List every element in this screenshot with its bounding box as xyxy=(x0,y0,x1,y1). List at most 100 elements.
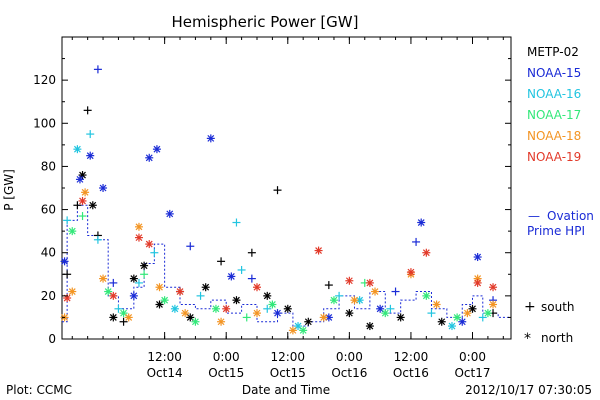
data-point-north xyxy=(288,326,297,335)
ovation-legend-label-line1: Ovation xyxy=(547,209,594,223)
x-tick-label: 0:00 xyxy=(213,350,240,364)
data-point-north xyxy=(422,291,431,300)
data-point-north xyxy=(86,151,95,160)
data-point-north xyxy=(350,296,359,305)
series-noaa-19 xyxy=(63,196,498,313)
data-point-south xyxy=(247,274,256,283)
data-point-north xyxy=(314,246,323,255)
data-point-north xyxy=(489,300,498,309)
data-point-north xyxy=(75,175,84,184)
data-point-north xyxy=(152,145,161,154)
data-point-north xyxy=(422,248,431,257)
data-point-north xyxy=(68,227,77,236)
y-axis: 0 20 40 60 80 100 120 xyxy=(33,58,511,346)
data-point-north xyxy=(473,253,482,262)
data-point-north xyxy=(99,274,108,283)
series-metp-02 xyxy=(63,106,498,331)
y-tick-label: 120 xyxy=(33,73,56,87)
data-point-north xyxy=(304,317,313,326)
x-tick-sublabel: Oct16 xyxy=(393,366,429,380)
data-point-south xyxy=(478,313,487,322)
data-point-south xyxy=(93,235,102,244)
north-label: north xyxy=(541,331,573,345)
y-tick-label: 100 xyxy=(33,116,56,130)
data-point-south xyxy=(186,242,195,251)
ovation-legend: — Ovation Prime HPI xyxy=(527,209,594,238)
series-legend: METP-02 NOAA-15 NOAA-16 NOAA-17 NOAA-18 NOAA-… xyxy=(527,45,581,164)
data-point-north xyxy=(181,309,190,318)
x-axis-label: Date and Time xyxy=(242,383,330,397)
ovation-legend-dash: — xyxy=(528,209,540,223)
data-point-north xyxy=(406,268,415,277)
data-point-north xyxy=(432,300,441,309)
legend-item-noaa-16: NOAA-16 xyxy=(527,87,581,101)
data-point-north xyxy=(463,309,472,318)
data-point-south xyxy=(119,317,128,326)
x-tick-sublabel: Oct15 xyxy=(208,366,244,380)
data-point-south xyxy=(237,265,246,274)
y-tick-label: 40 xyxy=(41,246,56,260)
data-point-north xyxy=(232,296,241,305)
data-point-north xyxy=(63,294,72,303)
data-point-north xyxy=(227,272,236,281)
data-point-north xyxy=(473,278,482,287)
footer-timestamp: 2012/10/17 07:30:05 xyxy=(465,383,592,397)
data-point-south xyxy=(109,278,118,287)
data-point-north xyxy=(437,317,446,326)
data-point-north xyxy=(268,300,277,309)
data-point-north xyxy=(145,240,154,249)
data-point-south xyxy=(134,278,143,287)
data-point-south xyxy=(386,304,395,313)
footer-plot-source: Plot: CCMC xyxy=(6,383,72,397)
data-point-north xyxy=(345,276,354,285)
data-point-north xyxy=(206,134,215,143)
data-point-north xyxy=(140,261,149,270)
y-axis-label: P [GW] xyxy=(2,169,16,211)
data-point-north xyxy=(60,257,69,266)
data-point-north xyxy=(176,287,185,296)
x-tick-sublabel: Oct16 xyxy=(331,366,367,380)
data-point-south xyxy=(73,201,82,210)
data-point-south xyxy=(335,291,344,300)
data-point-north xyxy=(381,309,390,318)
x-tick-label: 12:00 xyxy=(394,350,429,364)
legend-item-noaa-15: NOAA-15 xyxy=(527,66,581,80)
data-point-north xyxy=(252,309,261,318)
data-point-north xyxy=(273,309,282,318)
data-point-north xyxy=(453,313,462,322)
data-point-north xyxy=(217,317,226,326)
data-point-north xyxy=(165,209,174,218)
data-point-south xyxy=(263,304,272,313)
legend-item-metp-02: METP-02 xyxy=(527,45,579,59)
data-point-north xyxy=(299,326,308,335)
x-tick-label: 12:00 xyxy=(270,350,305,364)
data-point-north xyxy=(109,291,118,300)
data-point-north xyxy=(145,153,154,162)
north-symbol: * xyxy=(524,331,531,347)
south-symbol: + xyxy=(524,299,536,315)
data-point-north xyxy=(417,218,426,227)
data-point-north xyxy=(129,291,138,300)
chart-title: Hemispheric Power [GW] xyxy=(172,13,359,31)
data-point-north xyxy=(134,222,143,231)
x-tick-label: 0:00 xyxy=(336,350,363,364)
series-noaa-15 xyxy=(60,65,498,326)
data-point-south xyxy=(86,130,95,139)
data-point-north xyxy=(211,304,220,313)
data-point-south xyxy=(78,212,87,221)
data-point-north xyxy=(447,322,456,331)
x-tick-sublabel: Oct17 xyxy=(454,366,490,380)
ovation-legend-label-line2: Prime HPI xyxy=(527,224,585,238)
data-point-north xyxy=(191,317,200,326)
data-point-north xyxy=(252,283,261,292)
data-point-north xyxy=(170,304,179,313)
data-point-south xyxy=(391,287,400,296)
data-point-north xyxy=(78,196,87,205)
data-point-north xyxy=(129,274,138,283)
data-point-north xyxy=(109,313,118,322)
y-tick-label: 0 xyxy=(48,332,56,346)
y-tick-label: 60 xyxy=(41,203,56,217)
data-point-north xyxy=(263,291,272,300)
data-point-south xyxy=(232,218,241,227)
legend-item-noaa-18: NOAA-18 xyxy=(527,129,581,143)
